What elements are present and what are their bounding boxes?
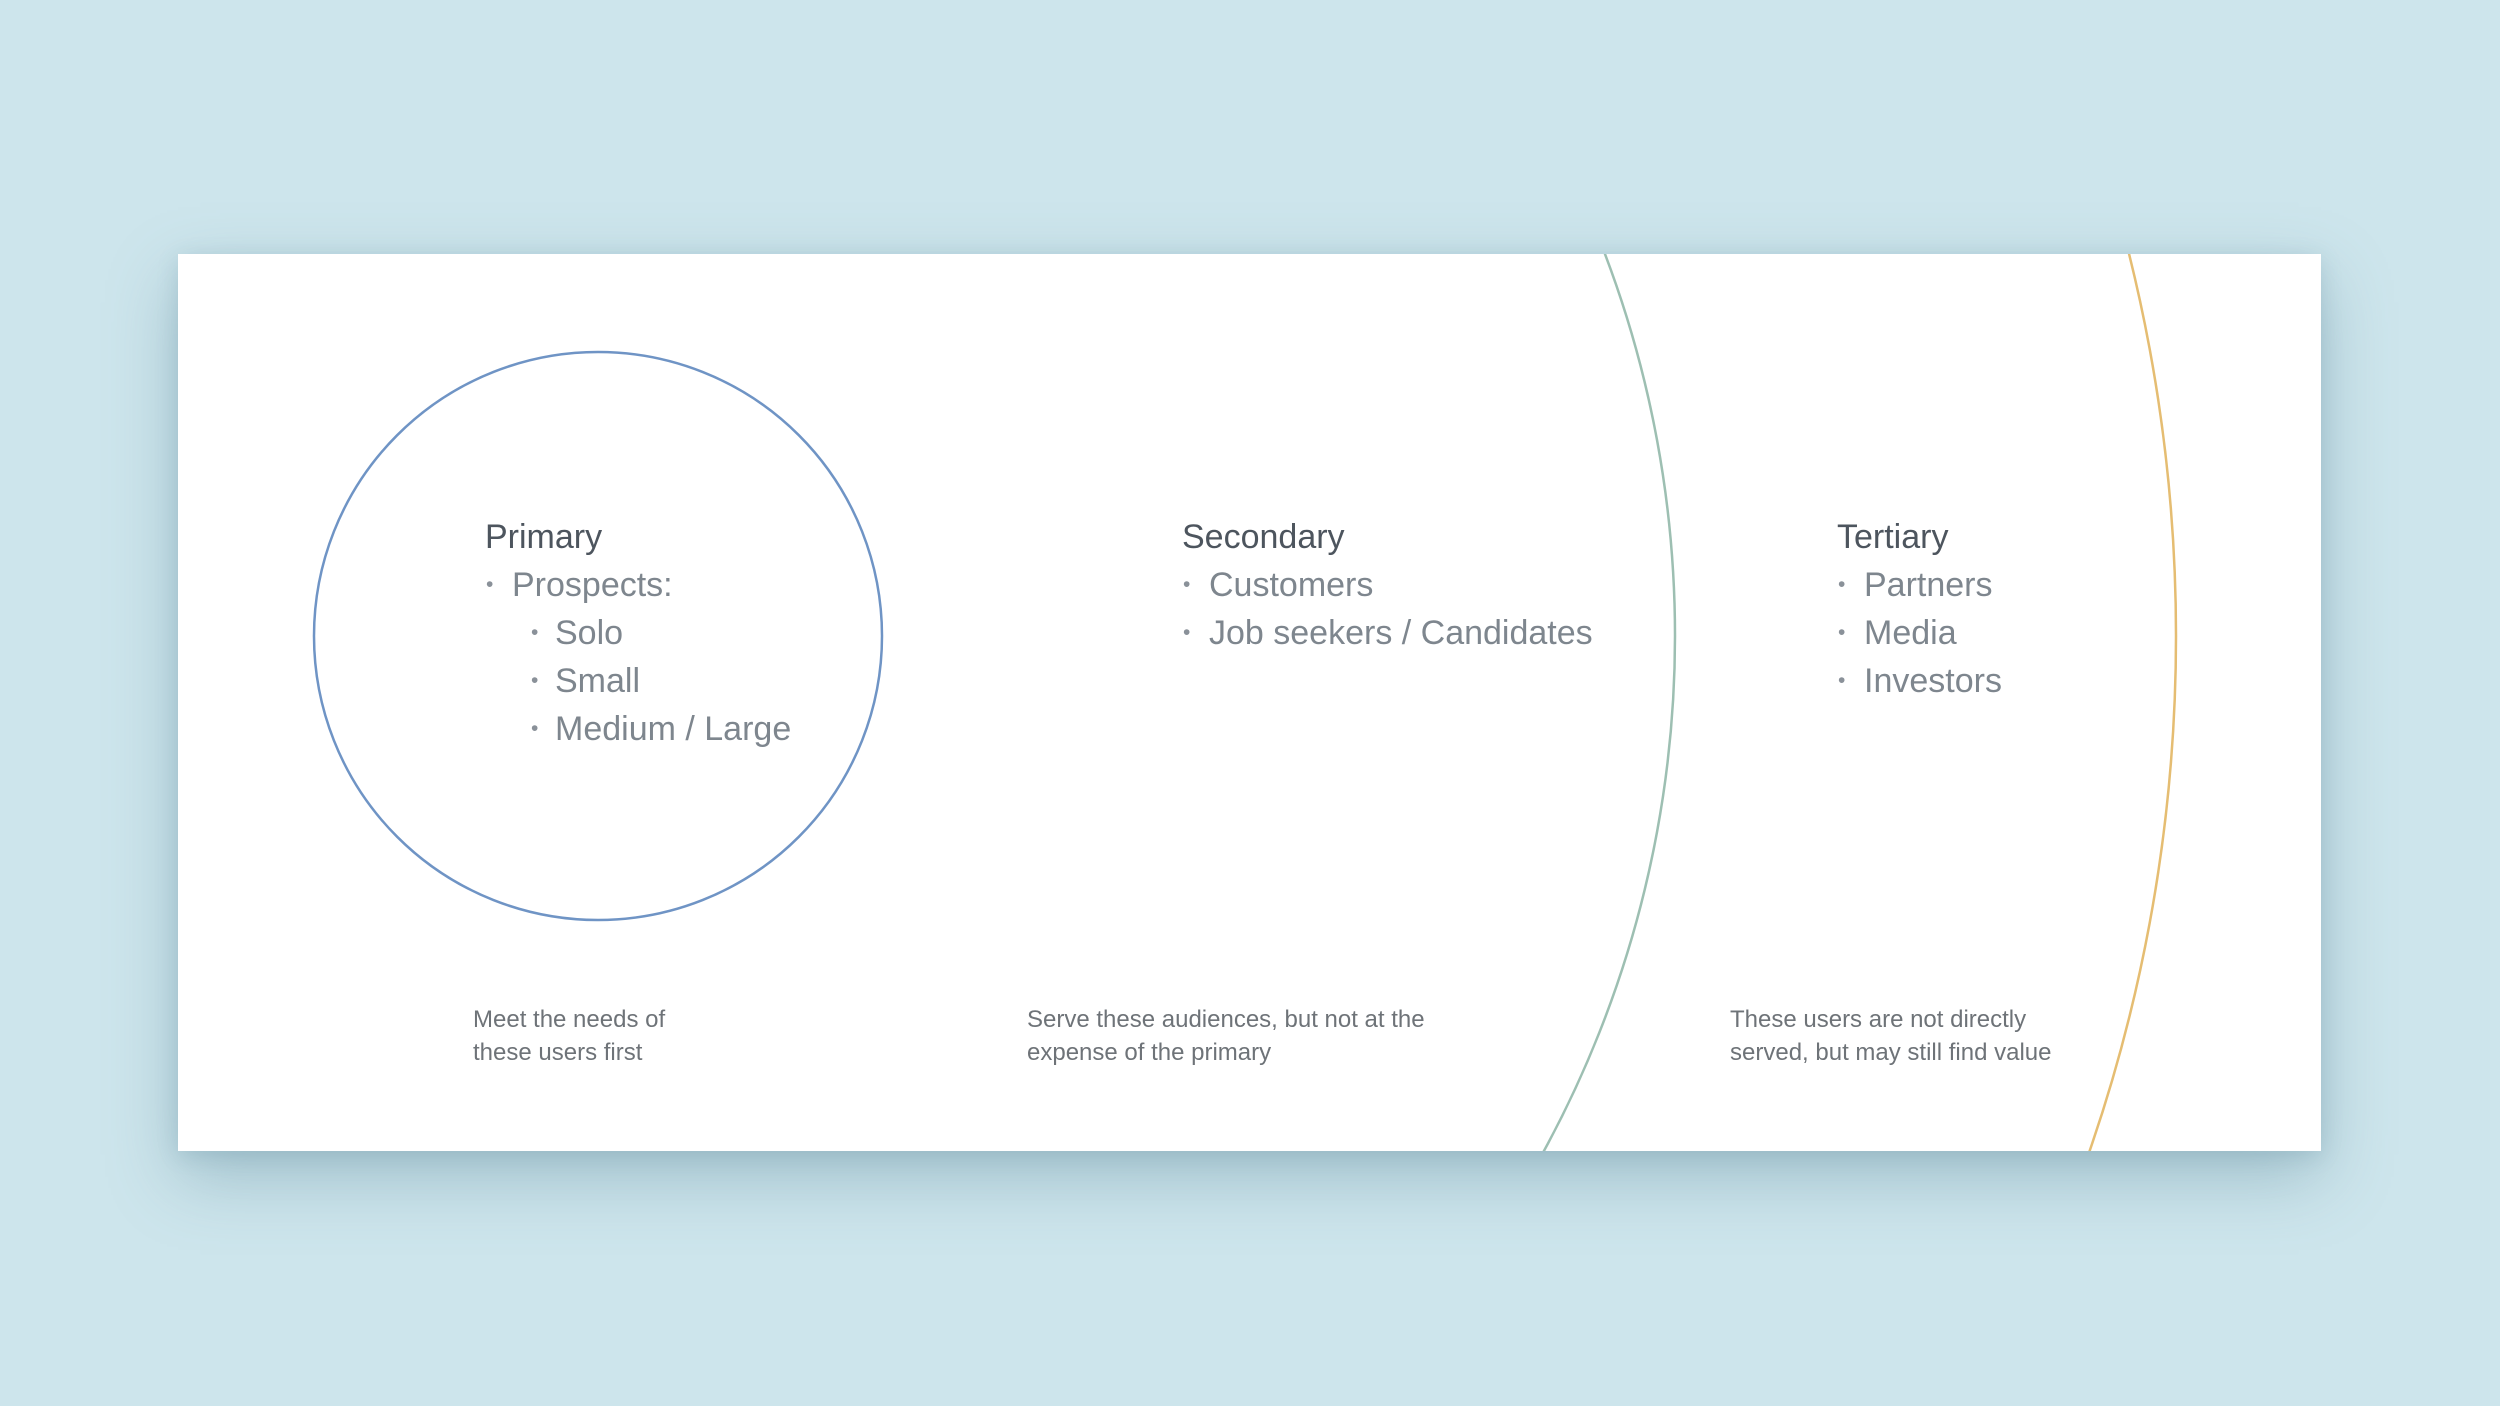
list-item: Solo	[485, 609, 791, 657]
section-title-primary: Primary	[485, 518, 603, 556]
list-item: Prospects:	[485, 561, 791, 609]
section-tertiary: Tertiary Partners Media Investors	[1837, 513, 2002, 705]
section-primary: Primary Prospects: Solo Small Medium / L…	[485, 513, 791, 753]
caption-secondary: Serve these audiences, but not at the ex…	[1027, 1003, 1425, 1069]
list-item: Medium / Large	[485, 705, 791, 753]
section-secondary: Secondary Customers Job seekers / Candid…	[1182, 513, 1593, 657]
list-item: Small	[485, 657, 791, 705]
caption-line: served, but may still find value	[1730, 1039, 2052, 1066]
caption-line: Serve these audiences, but not at the	[1027, 1006, 1425, 1033]
list-item: Job seekers / Candidates	[1182, 609, 1593, 657]
list-item: Customers	[1182, 561, 1593, 609]
tertiary-ring-arc	[2087, 254, 2177, 1151]
caption-line: These users are not directly	[1730, 1006, 2027, 1033]
caption-line: Meet the needs of	[473, 1006, 666, 1033]
list-item: Investors	[1837, 657, 2002, 705]
secondary-ring-arc	[1542, 254, 1676, 1151]
primary-item-list: Prospects: Solo Small Medium / Large	[485, 561, 791, 753]
caption-primary: Meet the needs of these users first	[473, 1003, 665, 1069]
list-item: Partners	[1837, 561, 2002, 609]
list-item: Media	[1837, 609, 2002, 657]
section-title-secondary: Secondary	[1182, 518, 1345, 556]
tertiary-item-list: Partners Media Investors	[1837, 561, 2002, 705]
caption-line: expense of the primary	[1027, 1039, 1272, 1066]
primary-ring-circle	[312, 350, 884, 922]
diagram-card: Primary Prospects: Solo Small Medium / L…	[178, 254, 2321, 1151]
section-title-tertiary: Tertiary	[1837, 518, 1949, 556]
caption-line: these users first	[473, 1039, 643, 1066]
secondary-item-list: Customers Job seekers / Candidates	[1182, 561, 1593, 657]
caption-tertiary: These users are not directly served, but…	[1730, 1003, 2051, 1069]
concentric-rings	[312, 254, 2177, 1151]
